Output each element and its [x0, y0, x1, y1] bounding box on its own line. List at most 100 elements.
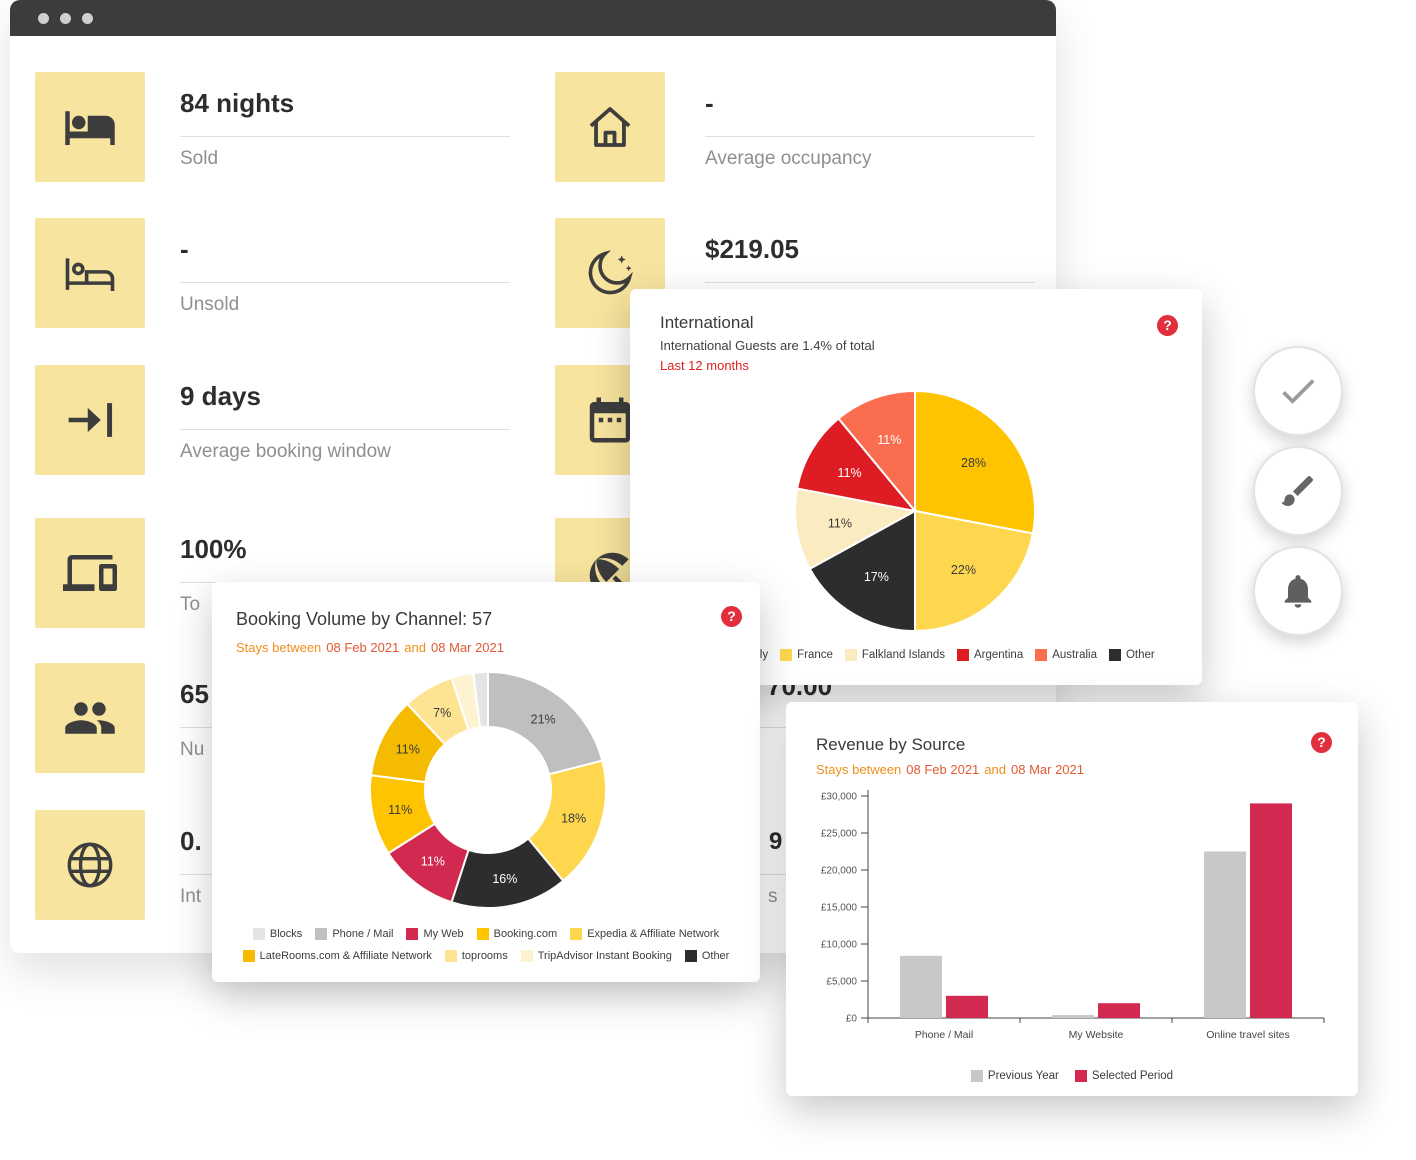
svg-text:21%: 21%	[531, 712, 556, 726]
divider	[705, 282, 1035, 283]
legend-item[interactable]: Falkland Islands	[844, 649, 945, 661]
date-from: 08 Feb 2021	[906, 762, 980, 777]
legend-item[interactable]: LateRooms.com & Affiliate Network	[242, 950, 432, 962]
date-from: 08 Feb 2021	[326, 640, 400, 655]
booking-donut-chart: 21% 18% 16% 11% 11% 11% 7%	[369, 670, 607, 909]
legend-swatch	[476, 928, 489, 940]
help-icon[interactable]: ?	[1311, 732, 1332, 753]
legend-swatch	[520, 950, 533, 962]
legend-item[interactable]: Previous Year	[970, 1070, 1059, 1082]
legend-item[interactable]: France	[780, 649, 833, 661]
international-pie-chart: 28% 22% 17% 11% 11% 11%	[794, 389, 1036, 633]
svg-text:£5,000: £5,000	[826, 977, 857, 988]
legend-item[interactable]: My Web	[406, 928, 464, 940]
stat-unsold: - Unsold	[35, 218, 510, 350]
svg-text:22%: 22%	[951, 563, 976, 577]
legend-label: toprooms	[461, 950, 508, 962]
window-titlebar	[10, 0, 1056, 36]
international-legend: ItalyFranceFalkland IslandsArgentinaAust…	[730, 649, 1194, 661]
stat-label: Sold	[180, 148, 219, 169]
legend-label: Other	[701, 950, 730, 962]
legend-label: LateRooms.com & Affiliate Network	[259, 950, 432, 962]
card-title: Revenue by Source	[816, 735, 966, 754]
legend-swatch	[957, 649, 969, 661]
stat-value: 84 nights	[180, 88, 295, 118]
bed-icon	[35, 72, 145, 182]
house-icon	[555, 72, 665, 182]
legend-item[interactable]: Blocks	[252, 928, 303, 940]
svg-text:11%: 11%	[396, 743, 420, 757]
bell-button[interactable]	[1253, 546, 1343, 636]
stat-label: Average occupancy	[705, 148, 872, 169]
booking-legend-row-1: Blocks Phone / Mail My Web Booking.com Exped…	[212, 928, 760, 940]
divider	[180, 136, 510, 137]
stat-value: $219.05	[705, 234, 799, 264]
legend-item[interactable]: Australia	[1035, 649, 1097, 661]
stays-text: and	[404, 640, 426, 655]
legend-item[interactable]: Expedia & Affiliate Network	[570, 928, 719, 940]
legend-label: Falkland Islands	[861, 649, 945, 661]
stays-text: Stays between	[236, 640, 322, 655]
help-icon[interactable]: ?	[1157, 315, 1178, 336]
legend-item[interactable]: Phone / Mail	[315, 928, 393, 940]
stat-label: Unsold	[180, 294, 240, 315]
svg-text:18%: 18%	[561, 811, 586, 825]
legend-item[interactable]: Other	[684, 950, 730, 962]
svg-text:My Website: My Website	[1069, 1029, 1124, 1041]
brush-icon	[1281, 475, 1314, 506]
svg-text:£20,000: £20,000	[821, 866, 858, 877]
window-control-dot[interactable]	[38, 12, 49, 24]
legend-label: Phone / Mail	[332, 928, 394, 940]
svg-text:28%: 28%	[961, 456, 986, 470]
stat-value: 100%	[180, 534, 247, 564]
svg-text:11%: 11%	[421, 855, 445, 869]
stat-online: 100% To	[35, 518, 510, 650]
stat-label: Nu	[180, 739, 205, 760]
legend-item[interactable]: toprooms	[444, 950, 508, 962]
legend-label: Blocks	[269, 928, 303, 940]
window-control-dot[interactable]	[60, 12, 71, 24]
card-title: Booking Volume by Channel: 57	[236, 609, 493, 629]
legend-label: Booking.com	[493, 928, 558, 940]
stays-text: Stays between	[816, 762, 902, 777]
divider	[705, 136, 1035, 137]
stat-label: s	[768, 886, 778, 907]
legend-swatch	[1108, 649, 1121, 661]
period-label: Last 12 months	[660, 358, 749, 373]
stat-label: To	[180, 594, 201, 615]
legend-item[interactable]: Selected Period	[1074, 1070, 1174, 1082]
legend-label: France	[797, 649, 833, 661]
legend-swatch	[406, 928, 419, 940]
help-icon[interactable]: ?	[721, 606, 742, 627]
legend-label: Previous Year	[987, 1070, 1059, 1082]
legend-item[interactable]: TripAdvisor Instant Booking	[520, 950, 672, 962]
svg-text:11%: 11%	[877, 433, 901, 447]
svg-text:16%: 16%	[492, 872, 517, 886]
globe-icon	[35, 810, 145, 920]
svg-text:11%: 11%	[838, 466, 862, 480]
svg-text:£30,000: £30,000	[821, 792, 858, 803]
legend-swatch	[684, 950, 697, 962]
stat-booking-window: 9 days Average booking window	[35, 365, 510, 497]
legend-swatch	[1074, 1070, 1087, 1082]
legend-swatch	[780, 649, 793, 661]
legend-item[interactable]: Other	[1108, 649, 1155, 661]
stat-value: -	[180, 234, 189, 264]
date-range-subtitle: Stays between 08 Feb 2021 and 08 Mar 202…	[236, 640, 504, 655]
legend-item[interactable]: Argentina	[957, 649, 1023, 661]
check-button[interactable]	[1253, 346, 1343, 436]
stat-international: 0. Int	[35, 810, 510, 942]
legend-item[interactable]: Booking.com	[476, 928, 558, 940]
legend-label: Expedia & Affiliate Network	[587, 928, 720, 940]
revenue-legend: Previous Year Selected Period	[786, 1070, 1358, 1082]
devices-icon	[35, 518, 145, 628]
legend-label: Other	[1125, 649, 1155, 661]
stat-value: 9 days	[180, 381, 261, 411]
stays-text: and	[984, 762, 1006, 777]
legend-swatch	[242, 950, 255, 962]
window-control-dot[interactable]	[82, 12, 93, 24]
brush-button[interactable]	[1253, 446, 1343, 536]
legend-swatch	[315, 928, 328, 940]
arrow-into-wall-icon	[35, 365, 145, 475]
legend-label: Selected Period	[1091, 1070, 1174, 1082]
